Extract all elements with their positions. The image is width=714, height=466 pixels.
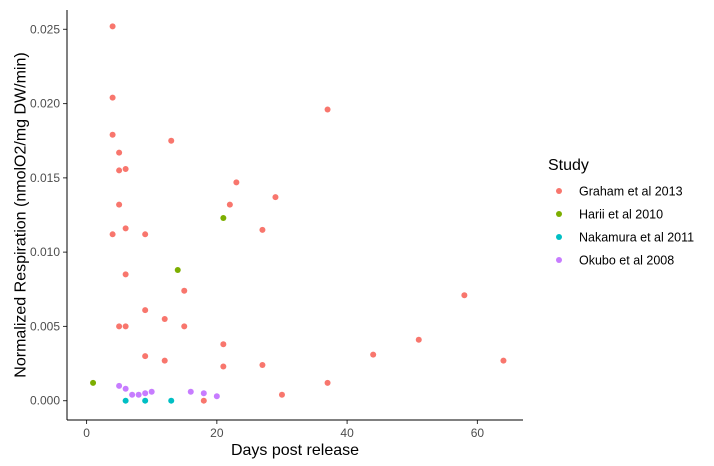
data-point-graham-et-al-2013 (220, 341, 227, 348)
data-point-nakamura-et-al-2011 (168, 397, 175, 404)
y-axis-title: Normalized Respiration (nmolO2/mg DW/min… (13, 52, 30, 377)
data-point-harii-et-al-2010 (90, 379, 97, 386)
x-axis-ticks: 0 20 40 60 (83, 420, 484, 440)
data-point-harii-et-al-2010 (220, 214, 227, 221)
data-point-nakamura-et-al-2011 (142, 397, 149, 404)
data-point-graham-et-al-2013 (109, 94, 116, 101)
legend-label-nakamura-et-al-2011: Nakamura et al 2011 (579, 231, 694, 245)
data-point-graham-et-al-2013 (272, 194, 279, 201)
data-point-graham-et-al-2013 (200, 397, 207, 404)
data-point-graham-et-al-2013 (122, 165, 129, 172)
data-point-graham-et-al-2013 (142, 353, 149, 360)
data-points (90, 23, 507, 404)
y-tick-label: 0.020 (30, 97, 60, 111)
data-point-graham-et-al-2013 (142, 231, 149, 238)
data-point-graham-et-al-2013 (324, 379, 331, 386)
data-point-graham-et-al-2013 (220, 363, 227, 370)
data-point-graham-et-al-2013 (109, 231, 116, 238)
data-point-graham-et-al-2013 (324, 106, 331, 113)
data-point-okubo-et-al-2008 (187, 388, 194, 395)
x-tick-label: 40 (340, 426, 354, 440)
data-point-harii-et-al-2010 (174, 266, 181, 273)
data-point-graham-et-al-2013 (181, 323, 188, 330)
data-point-graham-et-al-2013 (109, 23, 116, 30)
legend-key-harii-et-al-2010 (556, 211, 562, 217)
data-point-graham-et-al-2013 (500, 357, 507, 364)
data-point-nakamura-et-al-2011 (122, 397, 129, 404)
data-point-okubo-et-al-2008 (135, 391, 142, 398)
data-point-graham-et-al-2013 (142, 307, 149, 314)
legend-key-nakamura-et-al-2011 (556, 234, 562, 240)
data-point-graham-et-al-2013 (415, 336, 422, 343)
data-point-graham-et-al-2013 (109, 131, 116, 138)
plot-area: 0 20 40 60 0.000 0.005 0.010 0.015 0.020 0.025 (30, 10, 523, 440)
y-tick-label: 0.000 (30, 394, 60, 408)
data-point-okubo-et-al-2008 (142, 390, 149, 397)
x-tick-label: 0 (83, 426, 90, 440)
data-point-graham-et-al-2013 (168, 137, 175, 144)
data-point-graham-et-al-2013 (122, 225, 129, 232)
data-point-graham-et-al-2013 (278, 391, 285, 398)
data-point-graham-et-al-2013 (161, 315, 168, 322)
data-point-okubo-et-al-2008 (148, 388, 155, 395)
y-tick-label: 0.025 (30, 22, 60, 36)
data-point-graham-et-al-2013 (461, 292, 468, 299)
data-point-graham-et-al-2013 (226, 201, 233, 208)
data-point-okubo-et-al-2008 (200, 390, 207, 397)
x-axis-title: Days post release (231, 442, 359, 459)
legend-label-graham-et-al-2013: Graham et al 2013 (579, 185, 683, 199)
legend-label-okubo-et-al-2008: Okubo et al 2008 (579, 254, 674, 268)
legend-title: Study (548, 157, 589, 174)
data-point-graham-et-al-2013 (116, 167, 123, 174)
data-point-graham-et-al-2013 (122, 271, 129, 278)
legend: Study Graham et al 2013 Harii et al 2010 N… (548, 157, 694, 268)
data-point-graham-et-al-2013 (116, 201, 123, 208)
y-axis-ticks: 0.000 0.005 0.010 0.015 0.020 0.025 (30, 22, 67, 408)
y-tick-label: 0.015 (30, 171, 60, 185)
legend-key-okubo-et-al-2008 (556, 257, 562, 263)
data-point-graham-et-al-2013 (259, 362, 266, 369)
data-point-graham-et-al-2013 (370, 351, 377, 358)
y-tick-label: 0.010 (30, 245, 60, 259)
data-point-okubo-et-al-2008 (122, 385, 129, 392)
x-tick-label: 20 (210, 426, 224, 440)
legend-key-graham-et-al-2013 (556, 188, 562, 194)
data-point-graham-et-al-2013 (122, 323, 129, 330)
data-point-graham-et-al-2013 (116, 323, 123, 330)
data-point-graham-et-al-2013 (259, 226, 266, 233)
legend-items: Graham et al 2013 Harii et al 2010 Nakamur… (556, 185, 694, 268)
data-point-okubo-et-al-2008 (129, 391, 136, 398)
data-point-graham-et-al-2013 (161, 357, 168, 364)
x-tick-label: 60 (471, 426, 485, 440)
data-point-graham-et-al-2013 (116, 149, 123, 156)
y-tick-label: 0.005 (30, 319, 60, 333)
data-point-okubo-et-al-2008 (116, 382, 123, 389)
legend-label-harii-et-al-2010: Harii et al 2010 (579, 208, 663, 222)
data-point-graham-et-al-2013 (233, 179, 240, 186)
data-point-graham-et-al-2013 (181, 287, 188, 294)
data-point-okubo-et-al-2008 (213, 393, 220, 400)
